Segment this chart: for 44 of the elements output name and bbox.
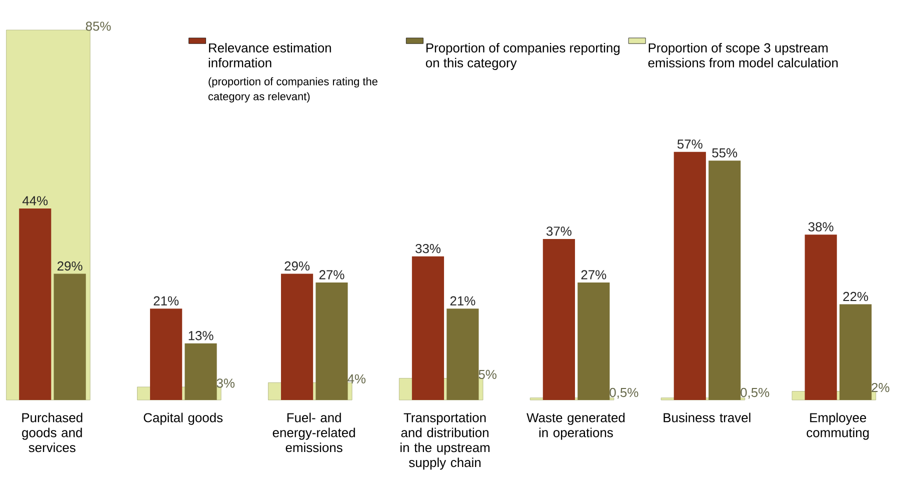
data-label: 5%: [478, 370, 496, 380]
bar: [840, 304, 872, 400]
bar: [316, 282, 348, 400]
data-label: 33%: [416, 244, 440, 254]
bar: [150, 308, 182, 400]
data-label: 21%: [450, 296, 476, 306]
data-label: 0,5%: [610, 388, 638, 399]
data-label: 85%: [86, 22, 111, 31]
bar: [804, 234, 837, 400]
bar: [446, 308, 479, 400]
x-tick-label: Waste generated in operations: [526, 412, 625, 440]
legend-label: Relevance estimation information: [208, 42, 331, 68]
legend-label: Proportion of scope 3 upstream emissions from model calculation: [648, 42, 838, 68]
data-label: 22%: [843, 292, 868, 302]
data-label: 27%: [581, 270, 606, 280]
bar: [708, 160, 741, 400]
bar: [674, 152, 706, 400]
data-label: 29%: [58, 261, 82, 271]
x-tick-label: Purchased goods and services: [22, 412, 82, 452]
bar: [19, 208, 52, 400]
data-label: 29%: [284, 261, 310, 271]
x-tick-label: Capital goods: [144, 412, 223, 425]
bar: [184, 343, 217, 400]
data-label: 21%: [154, 296, 179, 306]
bar: [280, 274, 314, 400]
data-label: 55%: [712, 148, 738, 158]
data-label: 57%: [677, 140, 702, 149]
legend-label: Proportion of companies reporting on this category: [426, 42, 620, 70]
x-tick-label: Fuel- and energy-related emissions: [272, 412, 355, 452]
data-label: 2%: [872, 382, 890, 392]
data-label: 38%: [808, 222, 834, 232]
bar: [578, 282, 610, 400]
x-tick-label: Transportation and distribution in the upstream supply chain: [400, 412, 490, 470]
bar: [54, 274, 86, 400]
data-label: 0,5%: [740, 388, 770, 399]
x-tick-label: Employee commuting: [806, 412, 869, 440]
data-label: 27%: [319, 270, 344, 280]
data-label: 37%: [546, 226, 572, 236]
annotation: (proportion of companies rating the category as relevant): [208, 77, 378, 102]
bar: [412, 256, 444, 400]
data-label: 44%: [22, 196, 48, 206]
data-label: 13%: [188, 331, 214, 340]
x-tick-label: Business travel: [664, 412, 750, 422]
bar: [542, 238, 575, 400]
